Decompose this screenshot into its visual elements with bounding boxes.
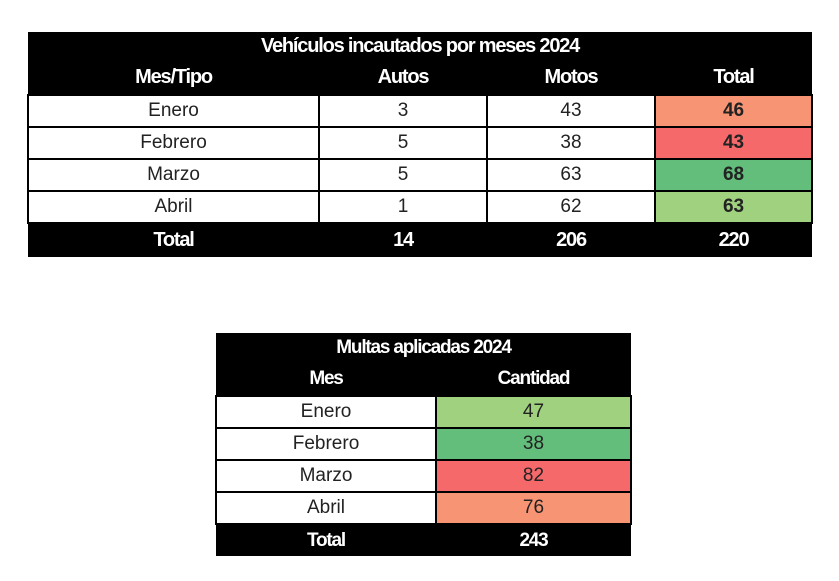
col-header-mes: Mes: [309, 368, 344, 389]
vehiculos-total-row: Total 14 206 220: [28, 223, 813, 257]
table-row: Enero 3 43 46: [27, 94, 814, 128]
autos-cell: 1: [318, 190, 488, 224]
month-cell: Abril: [27, 190, 320, 224]
total-cantidad: 243: [519, 529, 548, 551]
month-cell: Abril: [215, 491, 437, 525]
cantidad-cell: 82: [435, 459, 632, 493]
multas-title: Multas aplicadas 2024: [336, 337, 512, 358]
cantidad-cell: 38: [435, 427, 632, 461]
total-label: Total: [307, 529, 346, 551]
table-row: Marzo 82: [215, 459, 632, 493]
multas-total-row: Total 243: [216, 524, 631, 556]
table-row: Enero 47: [215, 395, 632, 429]
multas-table: Multas aplicadas 2024 Mes Cantidad Enero…: [215, 333, 632, 556]
table-row: Marzo 5 63 68: [27, 158, 814, 192]
motos-cell: 43: [486, 94, 656, 128]
col-header-mes-tipo: Mes/Tipo: [135, 66, 213, 88]
total-total: 220: [718, 229, 750, 251]
autos-cell: 5: [318, 126, 488, 160]
multas-title-row: Multas aplicadas 2024: [216, 333, 631, 363]
col-header-total: Total: [713, 66, 754, 88]
total-cell: 43: [653, 126, 814, 160]
cantidad-cell: 76: [435, 491, 632, 525]
total-motos: 206: [556, 229, 587, 251]
vehiculos-title-row: Vehículos incautados por meses 2024: [28, 32, 813, 61]
total-autos: 14: [393, 229, 414, 251]
month-cell: Marzo: [27, 158, 320, 192]
table-row: Abril 1 62 63: [27, 190, 814, 224]
month-cell: Enero: [215, 395, 437, 429]
multas-header-row: Mes Cantidad: [216, 363, 631, 396]
month-cell: Febrero: [27, 126, 320, 160]
col-header-motos: Motos: [544, 66, 599, 88]
autos-cell: 3: [318, 94, 488, 128]
month-cell: Enero: [27, 94, 320, 128]
col-header-autos: Autos: [377, 66, 430, 88]
month-cell: Marzo: [215, 459, 437, 493]
total-cell: 68: [653, 158, 814, 192]
table-row: Febrero 38: [215, 427, 632, 461]
motos-cell: 62: [486, 190, 656, 224]
total-cell: 46: [653, 94, 814, 128]
motos-cell: 38: [486, 126, 656, 160]
total-cell: 63: [653, 190, 814, 224]
vehiculos-table: Vehículos incautados por meses 2024 Mes/…: [27, 32, 814, 257]
col-header-cantidad: Cantidad: [497, 368, 571, 389]
vehiculos-title: Vehículos incautados por meses 2024: [260, 35, 580, 57]
month-cell: Febrero: [215, 427, 437, 461]
table-row: Febrero 5 38 43: [27, 126, 814, 160]
table-row: Abril 76: [215, 491, 632, 525]
total-label: Total: [153, 229, 194, 251]
cantidad-cell: 47: [435, 395, 632, 429]
vehiculos-header-row: Mes/Tipo Autos Motos Total: [28, 61, 813, 95]
autos-cell: 5: [318, 158, 488, 192]
motos-cell: 63: [486, 158, 656, 192]
